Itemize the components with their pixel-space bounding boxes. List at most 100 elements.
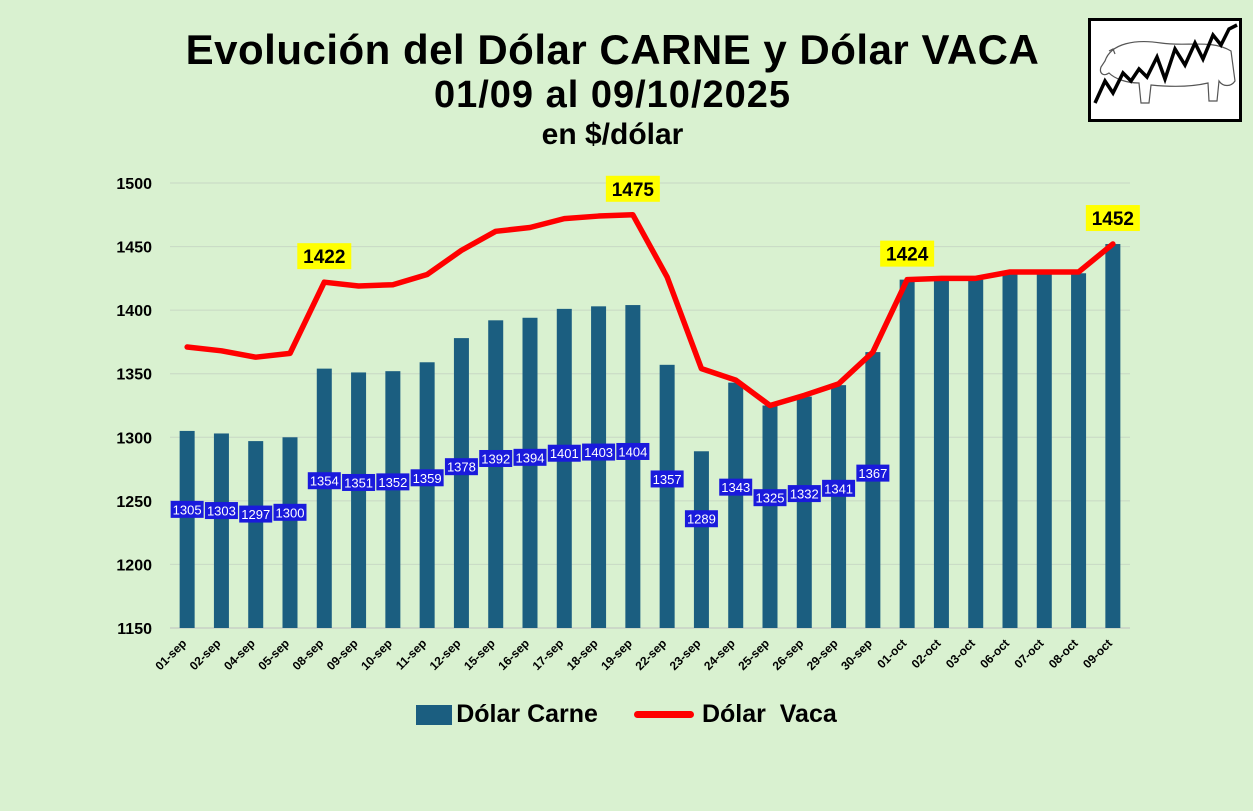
data-label-box — [479, 449, 513, 467]
x-tick-label: 23-sep — [667, 636, 704, 673]
bar-carne — [1105, 244, 1121, 628]
legend: Dólar Carne Dólar Vaca — [0, 700, 1253, 729]
data-label-carne: 1305 — [173, 502, 202, 517]
cow-chart-logo — [1088, 18, 1242, 122]
chart-title-unit: en $/dólar — [541, 118, 684, 151]
x-tick-label: 29-sep — [804, 636, 841, 673]
data-label-carne: 1401 — [550, 446, 579, 461]
legend-item-vaca: Dólar Vaca — [633, 700, 837, 729]
legend-swatch-bar — [416, 704, 453, 725]
bar-carne — [728, 382, 744, 628]
bar-carne — [831, 385, 847, 628]
data-label-box — [342, 473, 376, 491]
data-label-box — [273, 503, 307, 521]
x-tick-label: 15-sep — [461, 636, 498, 673]
bar-carne — [556, 308, 572, 628]
bar-carne — [488, 320, 504, 628]
bar-carne — [693, 451, 709, 628]
x-tick-label: 04-sep — [221, 636, 258, 673]
x-tick-label: 09-sep — [324, 636, 361, 673]
bar-carne — [282, 437, 298, 628]
x-tick-label: 02-oct — [909, 636, 944, 671]
y-tick-label: 1200 — [116, 557, 152, 574]
data-label-carne: 1289 — [687, 512, 716, 527]
legend-label-carne: Dólar Carne — [456, 700, 598, 728]
bar-carne — [248, 441, 264, 628]
bar-carne — [419, 362, 435, 628]
highlight-label-vaca: 1422 — [303, 247, 345, 268]
x-tick-label: 08-sep — [290, 636, 327, 673]
bar-carne — [316, 368, 332, 628]
x-tick-label: 22-sep — [632, 636, 669, 673]
data-label-carne: 1300 — [276, 505, 305, 520]
bar-carne — [659, 364, 675, 628]
data-label-box — [444, 458, 478, 476]
data-label-box — [547, 444, 581, 462]
x-tick-label: 19-sep — [598, 636, 635, 673]
x-tick-label: 18-sep — [564, 636, 601, 673]
x-tick-label: 02-sep — [187, 636, 224, 673]
bar-carne — [1071, 273, 1087, 628]
data-label-box — [513, 448, 547, 466]
x-tick-label: 01-oct — [874, 636, 909, 671]
bar-carne — [453, 338, 469, 628]
x-tick-label: 06-oct — [977, 636, 1012, 671]
highlight-label-vaca: 1424 — [886, 245, 929, 266]
x-tick-label: 07-oct — [1012, 636, 1047, 671]
data-label-carne: 1332 — [790, 487, 819, 502]
data-label-carne: 1359 — [413, 471, 442, 486]
highlight-label-vaca: 1475 — [612, 180, 655, 201]
data-label-carne: 1394 — [516, 450, 545, 465]
highlight-label-box — [605, 175, 660, 202]
data-label-box — [856, 464, 890, 482]
data-label-box — [753, 489, 787, 507]
chart-title-line2: 01/09 al 09/10/2025 — [433, 74, 792, 116]
x-tick-label: 09-oct — [1080, 636, 1115, 671]
x-tick-label: 08-oct — [1046, 636, 1081, 671]
data-label-box — [719, 478, 753, 496]
bar-carne — [351, 372, 367, 628]
data-label-box — [376, 473, 410, 491]
data-label-carne: 1378 — [447, 460, 476, 475]
data-label-carne: 1354 — [310, 474, 339, 489]
data-label-box — [410, 469, 444, 487]
bar-carne — [179, 430, 195, 628]
legend-swatch-line — [633, 711, 694, 718]
bar-carne — [865, 352, 881, 628]
y-tick-label: 1150 — [117, 621, 152, 638]
data-label-carne: 1352 — [378, 475, 407, 490]
data-label-box — [822, 479, 856, 497]
bar-carne — [933, 279, 949, 628]
x-tick-label: 16-sep — [495, 636, 532, 673]
bar-carne — [213, 433, 229, 628]
x-tick-label: 26-sep — [770, 636, 807, 673]
data-label-carne: 1351 — [344, 475, 373, 490]
bar-carne — [1036, 273, 1052, 628]
legend-item-carne: Dólar Carne — [416, 700, 598, 729]
x-tick-label: 25-sep — [735, 636, 772, 673]
y-tick-label: 1350 — [116, 367, 152, 384]
x-tick-label: 12-sep — [427, 636, 464, 673]
legend-label-vaca: Dólar Vaca — [701, 700, 837, 728]
y-tick-label: 1250 — [116, 494, 152, 511]
data-label-box — [650, 470, 684, 488]
data-label-carne: 1392 — [481, 451, 510, 466]
data-label-carne: 1341 — [824, 481, 853, 496]
x-tick-label: 11-sep — [393, 636, 429, 672]
data-label-box — [787, 485, 821, 503]
bar-carne — [762, 405, 778, 628]
data-label-box — [684, 510, 718, 528]
bar-carne — [899, 279, 915, 628]
bar-carne — [625, 305, 641, 628]
data-label-carne: 1297 — [241, 507, 270, 522]
line-vaca — [184, 212, 1116, 409]
x-tick-label: 01-sep — [152, 636, 189, 673]
x-tick-label: 24-sep — [701, 636, 738, 673]
x-tick-label: 30-sep — [838, 636, 875, 673]
y-tick-label: 1450 — [116, 240, 152, 257]
chart-title-line1: Evolución del Dólar CARNE y Dólar VACA — [185, 26, 1040, 73]
y-tick-label: 1300 — [116, 430, 152, 447]
highlight-label-box — [880, 240, 935, 267]
bar-carne — [522, 317, 538, 628]
